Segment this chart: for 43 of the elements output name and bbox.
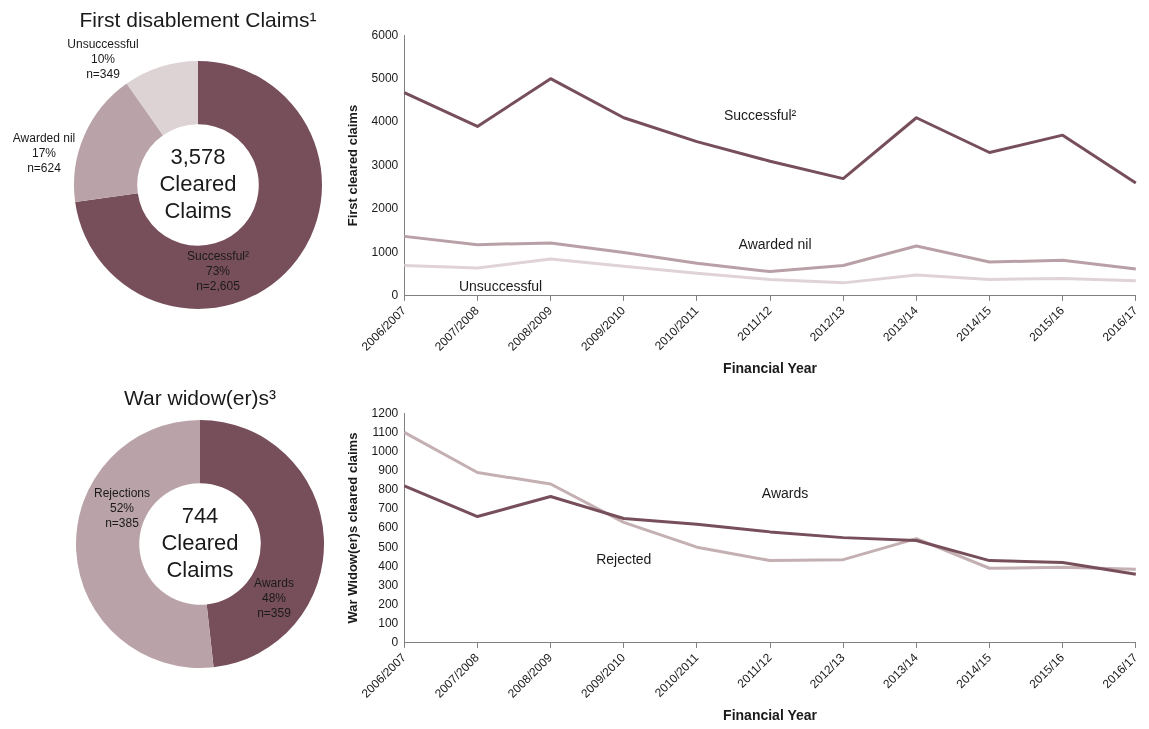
y-tick-label: 4000 — [371, 114, 399, 129]
y-tick-label: 700 — [378, 501, 399, 516]
series-label: Awarded nil — [738, 236, 812, 253]
slice-label: Awarded nil — [12, 131, 76, 146]
data-label: 52% n=385 — [105, 501, 140, 531]
y-tick-label: 400 — [378, 558, 399, 573]
slice-label: Awards — [254, 576, 294, 591]
slice-label: Successful² — [186, 249, 250, 264]
chart-title: First disablement Claims¹ — [78, 8, 318, 32]
y-tick-label: 1100 — [372, 424, 399, 439]
y-tick-label: 1000 — [371, 443, 399, 458]
y-tick-label: 100 — [378, 616, 399, 631]
y-tick-label: 500 — [378, 539, 399, 554]
series-label: Unsuccessful — [458, 277, 543, 294]
text: 3,578 Cleared Claims — [159, 144, 237, 224]
text: Awards — [761, 484, 809, 501]
slice-label: Unsuccessful — [67, 37, 139, 52]
y-tick-label: 200 — [378, 596, 399, 611]
y-tick-label: 2000 — [371, 201, 399, 216]
x-axis-title: Financial Year — [723, 707, 818, 724]
y-axis-title: War Widow(er)s cleared claims — [345, 432, 361, 624]
y-tick-label: 0 — [391, 288, 399, 303]
y-tick-label: 600 — [378, 520, 399, 535]
x-axis-title: Financial Year — [723, 360, 818, 377]
data-label: 48% n=359 — [257, 591, 292, 621]
series-label: Rejected — [596, 551, 652, 568]
y-axis-title: First cleared claims — [345, 104, 361, 227]
y-tick-label: 800 — [378, 482, 399, 497]
data-label: 17% n=624 — [27, 146, 62, 176]
y-tick-label: 0 — [391, 635, 399, 650]
text: 744 Cleared Claims — [161, 503, 239, 583]
y-tick-label: 5000 — [371, 70, 399, 85]
y-tick-label: 900 — [378, 462, 399, 477]
chart-title: War widow(er)s³ — [122, 386, 278, 410]
series-label: Successful² — [723, 107, 797, 124]
y-tick-label: 3000 — [371, 157, 399, 172]
y-tick-label: 300 — [378, 577, 399, 592]
slice-label: Rejections — [93, 486, 151, 501]
y-tick-label: 1200 — [371, 405, 399, 420]
y-tick-label: 1000 — [371, 244, 399, 259]
data-label: 73% n=2,605 — [196, 264, 241, 294]
y-tick-label: 6000 — [371, 27, 399, 42]
data-label: 10% n=349 — [86, 52, 121, 82]
